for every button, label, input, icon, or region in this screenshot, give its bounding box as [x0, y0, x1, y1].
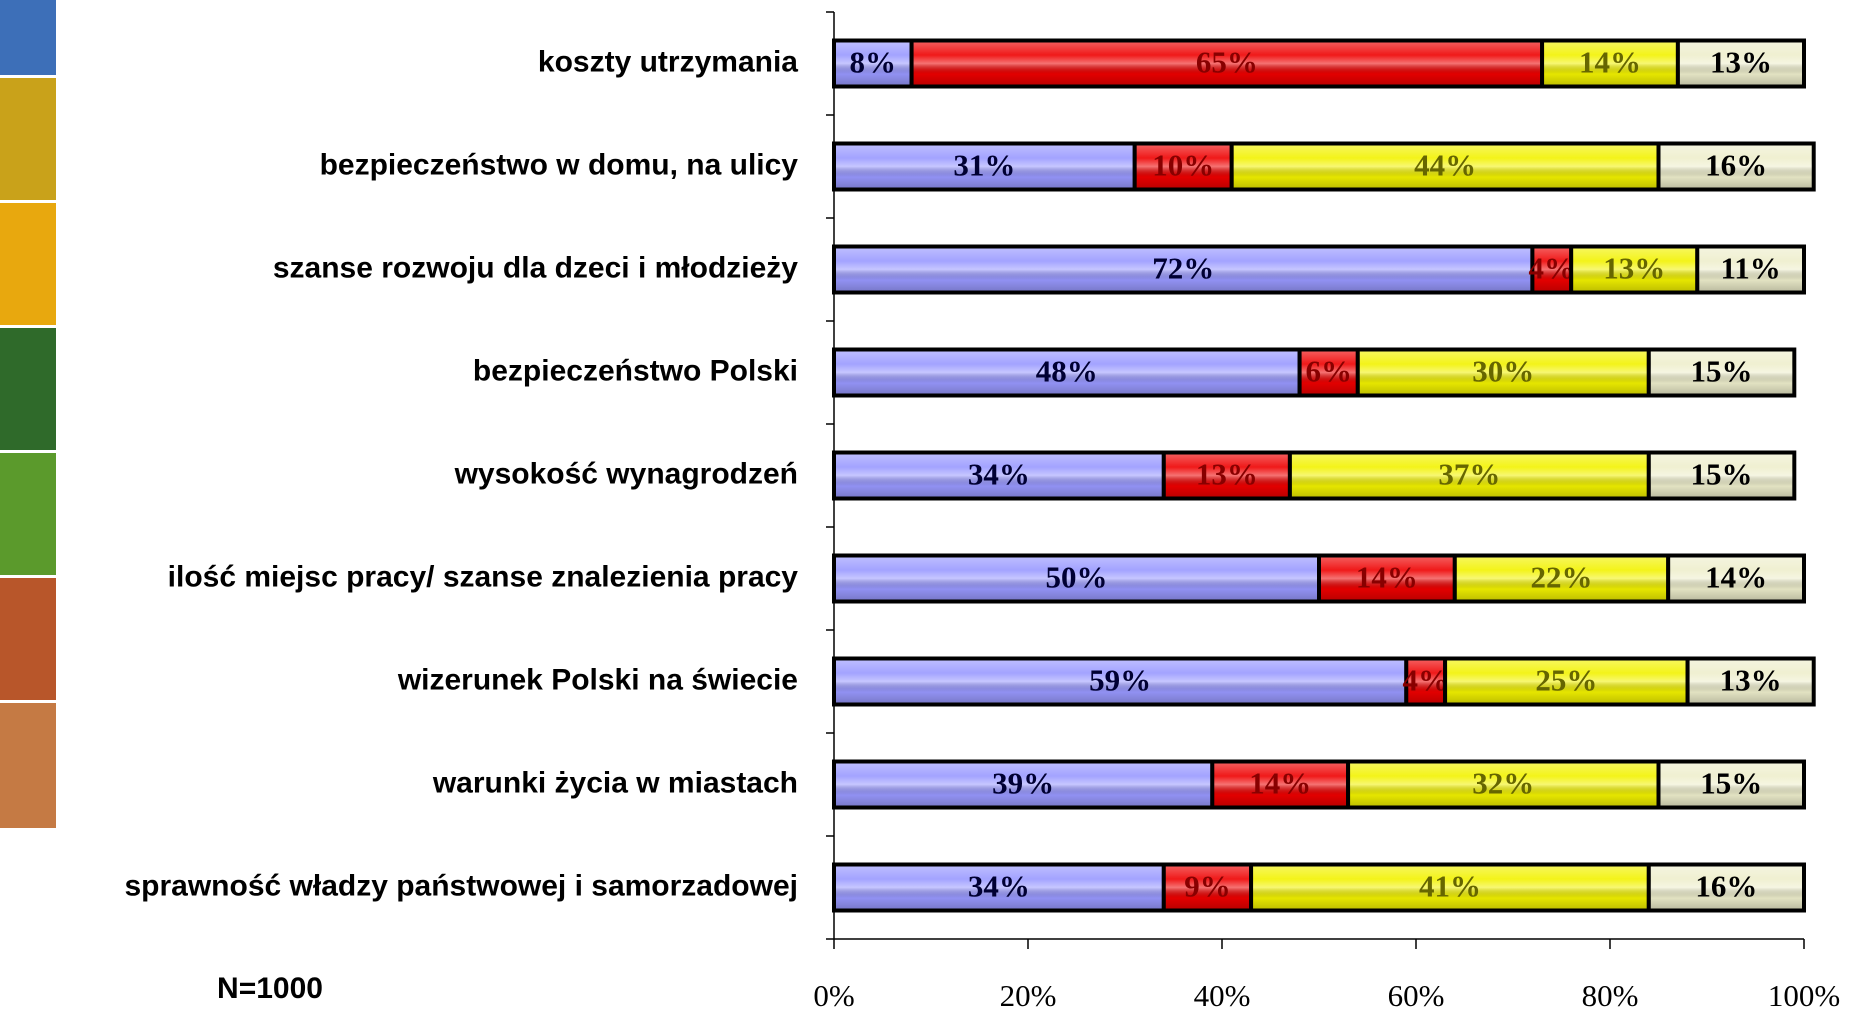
value-label: 31% [953, 148, 1015, 183]
value-label: 13% [1603, 251, 1665, 286]
bar-shade [836, 145, 1133, 188]
bar-shade [836, 454, 1162, 497]
category-label: koszty utrzymania [538, 45, 798, 78]
annotation: N=1000 [217, 972, 323, 1005]
category-label: wysokość wynagrodzeń [454, 457, 798, 490]
value-label: 9% [1184, 869, 1231, 904]
value-label: 48% [1036, 354, 1098, 389]
x-tick-label: 0% [813, 978, 854, 1013]
bar-shade [836, 660, 1405, 703]
bar-shade [1253, 866, 1647, 909]
bar-shade [1534, 248, 1570, 291]
category-label: warunki życia w miastach [432, 766, 798, 799]
value-label: 16% [1695, 869, 1757, 904]
bar-shade [1408, 660, 1444, 703]
value-label: 14% [1579, 45, 1641, 80]
bar-shade [1291, 454, 1647, 497]
bar-shade [1321, 557, 1453, 600]
x-tick-label: 60% [1388, 978, 1445, 1013]
bar-shade [836, 248, 1531, 291]
value-label: 14% [1356, 560, 1418, 595]
value-label: 32% [1472, 766, 1534, 801]
value-label: 15% [1691, 354, 1753, 389]
bar-shade [1650, 866, 1802, 909]
value-label: 39% [992, 766, 1054, 801]
category-label: szanse rozwoju dla dzeci i młodzieży [273, 251, 798, 284]
bar-shade [913, 42, 1541, 85]
value-label: 30% [1472, 354, 1534, 389]
photo-strip [0, 0, 56, 828]
bar-shade [1165, 866, 1250, 909]
value-label: 13% [1710, 45, 1772, 80]
value-label: 14% [1705, 560, 1767, 595]
value-label: 65% [1196, 45, 1258, 80]
bar-shade [1136, 145, 1230, 188]
value-label: 15% [1700, 766, 1762, 801]
bar-shade [1544, 42, 1676, 85]
value-label: 72% [1152, 251, 1214, 286]
bar-shade [836, 351, 1298, 394]
value-label: 4% [1529, 251, 1576, 286]
value-label: 6% [1305, 354, 1352, 389]
value-label: 13% [1720, 663, 1782, 698]
bar-shade [1214, 763, 1347, 806]
bar-shade [1660, 763, 1802, 806]
bar-shade [1670, 557, 1802, 600]
bar-shade [1447, 660, 1686, 703]
category-label: wizerunek Polski na świecie [397, 663, 798, 696]
bar-shade [1233, 145, 1657, 188]
bar-shade [1699, 248, 1802, 291]
bar-shade [1456, 557, 1667, 600]
bar-shade [1165, 454, 1288, 497]
value-label: 34% [968, 457, 1030, 492]
value-label: 15% [1691, 457, 1753, 492]
value-label: 59% [1089, 663, 1151, 698]
value-label: 13% [1196, 457, 1258, 492]
value-label: 14% [1249, 766, 1311, 801]
value-label: 4% [1402, 663, 1449, 698]
bar-shade [1679, 42, 1802, 85]
value-label: 34% [968, 869, 1030, 904]
value-label: 41% [1419, 869, 1481, 904]
bar-shade [1660, 145, 1812, 188]
value-label: 22% [1531, 560, 1593, 595]
category-label: ilość miejsc pracy/ szanse znalezienia p… [168, 560, 799, 593]
x-tick-label: 20% [1000, 978, 1057, 1013]
bar-shade [836, 557, 1317, 600]
value-label: 8% [850, 45, 897, 80]
value-label: 11% [1721, 251, 1781, 286]
bar-shade [836, 763, 1211, 806]
value-label: 16% [1705, 148, 1767, 183]
bar-shade [1650, 454, 1793, 497]
category-label: bezpieczeństwo w domu, na ulicy [320, 148, 799, 181]
category-label: sprawność władzy państwowej i samorzadow… [124, 869, 798, 902]
value-label: 10% [1152, 148, 1214, 183]
value-label: 37% [1438, 457, 1500, 492]
x-tick-label: 100% [1768, 978, 1840, 1013]
value-label: 44% [1414, 148, 1476, 183]
x-tick-label: 40% [1194, 978, 1251, 1013]
bar-shade [836, 866, 1162, 909]
bar-shade [836, 42, 910, 85]
x-tick-label: 80% [1582, 978, 1639, 1013]
category-label: bezpieczeństwo Polski [473, 354, 798, 387]
value-label: 25% [1535, 663, 1597, 698]
bar-shade [1573, 248, 1696, 291]
value-label: 50% [1046, 560, 1108, 595]
bar-shade [1650, 351, 1793, 394]
bar-shade [1301, 351, 1356, 394]
bar-shade [1350, 763, 1657, 806]
bar-shade [1359, 351, 1647, 394]
bar-shade [1689, 660, 1812, 703]
